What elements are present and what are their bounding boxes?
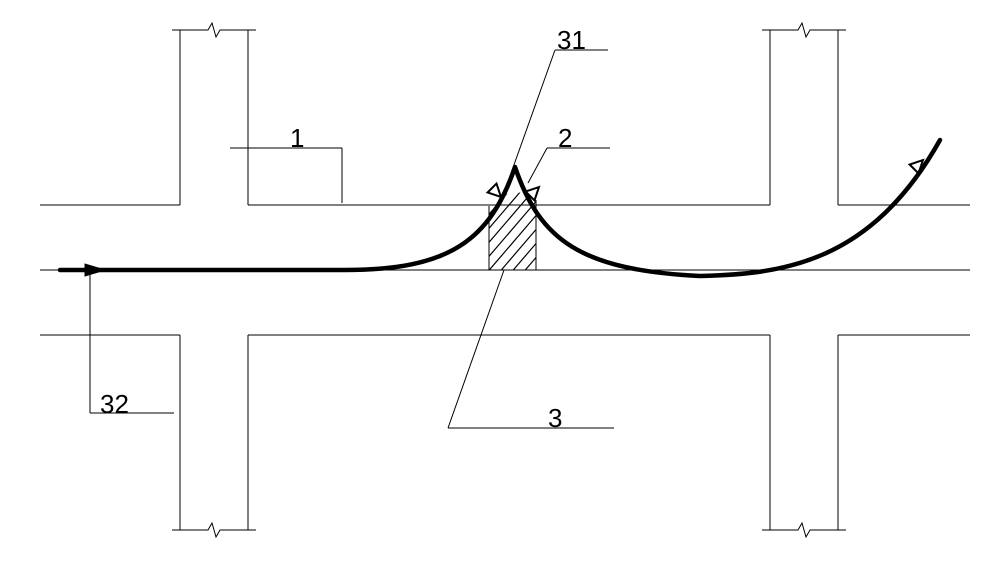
break-mark	[172, 523, 256, 537]
break-mark	[762, 23, 846, 37]
callout-label: 32	[100, 389, 129, 419]
moment-curve	[60, 140, 940, 276]
axis-arrow	[85, 264, 105, 276]
engineering-diagram: 31 1 2 3 32	[0, 0, 1000, 563]
leader-line	[448, 270, 504, 428]
break-mark	[762, 523, 846, 537]
leader-line	[510, 50, 555, 176]
callout-label: 31	[557, 25, 586, 55]
callout-label: 2	[558, 123, 572, 153]
callout-label: 3	[548, 403, 562, 433]
break-mark	[172, 23, 256, 37]
leader-line	[528, 148, 547, 183]
callout-label: 1	[290, 123, 304, 153]
